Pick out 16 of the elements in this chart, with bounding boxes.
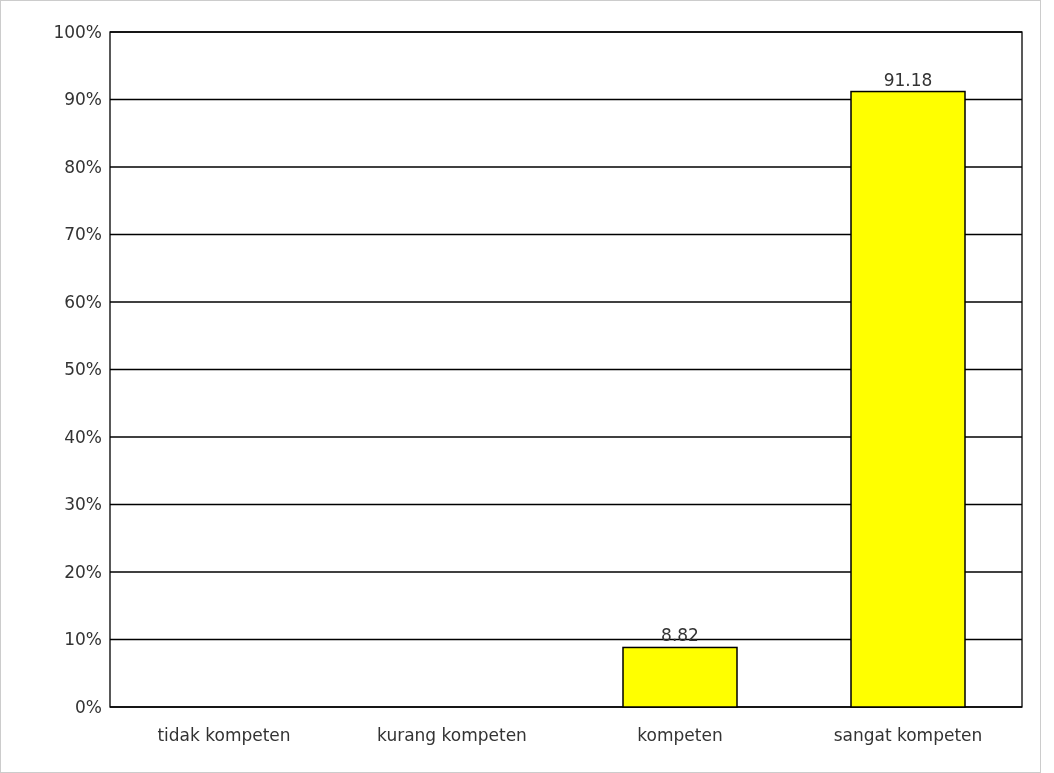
y-tick-label: 30% xyxy=(64,494,102,515)
x-tick-label: tidak kompeten xyxy=(157,725,291,745)
y-tick-label: 60% xyxy=(64,291,102,312)
y-tick-label: 50% xyxy=(64,359,102,380)
y-tick-label: 20% xyxy=(64,561,102,582)
data-label: 91.18 xyxy=(883,69,933,90)
y-tick-label: 90% xyxy=(64,89,102,110)
y-tick-label: 80% xyxy=(64,156,102,177)
y-tick-label: 100% xyxy=(53,21,102,42)
x-tick-label: sangat kompeten xyxy=(833,725,983,745)
y-tick-label: 0% xyxy=(75,696,102,717)
y-tick-label: 10% xyxy=(64,629,102,650)
x-tick-label: kompeten xyxy=(637,725,723,745)
x-tick-label: kurang kompeten xyxy=(377,725,527,745)
y-tick-label: 40% xyxy=(64,426,102,447)
y-tick-label: 70% xyxy=(64,224,102,245)
